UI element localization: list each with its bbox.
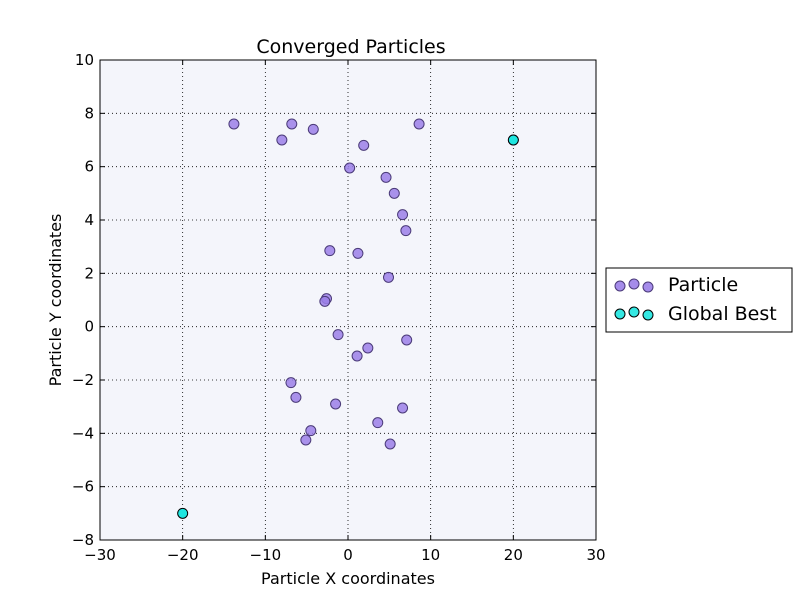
y-tick-label: 6 — [84, 158, 94, 176]
y-tick-label: −2 — [72, 371, 94, 389]
x-tick-label: −10 — [250, 546, 282, 564]
legend-markers — [614, 278, 654, 321]
particle-point — [344, 162, 356, 174]
legend-label-particle: Particle — [668, 274, 738, 296]
legend-box — [605, 267, 793, 333]
particle-point — [352, 247, 364, 259]
particle-point — [351, 350, 363, 362]
legend-marker-particle — [614, 280, 626, 292]
particle-point — [413, 118, 425, 130]
y-tick-label: −4 — [72, 424, 94, 442]
x-tick-label: 0 — [343, 546, 353, 564]
global-best-point — [507, 134, 519, 146]
legend: Particle Global Best — [605, 267, 793, 333]
y-tick-label: 2 — [84, 264, 94, 282]
particle-point — [285, 377, 297, 389]
particle-point — [324, 245, 336, 257]
particle-point — [400, 225, 412, 237]
particle-point — [330, 398, 342, 410]
y-tick-label: 10 — [75, 51, 94, 69]
legend-label-global-best: Global Best — [668, 303, 777, 325]
particle-point — [228, 118, 240, 130]
particle-point — [397, 209, 409, 221]
legend-marker-global-best — [642, 309, 654, 321]
particle-point — [319, 295, 331, 307]
particle-point — [388, 187, 400, 199]
x-tick-label: 30 — [586, 546, 605, 564]
particle-point — [380, 171, 392, 183]
y-axis-label: Particle Y coordinates — [46, 214, 65, 387]
particle-point — [383, 271, 395, 283]
particle-point — [372, 417, 384, 429]
particle-point — [305, 425, 317, 437]
y-tick-label: 0 — [84, 318, 94, 336]
x-tick-label: −30 — [84, 546, 116, 564]
legend-marker-global-best — [628, 306, 640, 318]
particle-point — [300, 434, 312, 446]
y-tick-label: 4 — [84, 211, 94, 229]
legend-marker-particle — [628, 278, 640, 290]
particle-point — [397, 402, 409, 414]
particle-point — [307, 123, 319, 135]
chart-title: Converged Particles — [256, 36, 445, 58]
particle-point — [362, 342, 374, 354]
x-tick-label: 20 — [504, 546, 523, 564]
particle-point — [286, 118, 298, 130]
particle-point — [290, 391, 302, 403]
data-points — [177, 118, 519, 519]
legend-marker-particle — [642, 281, 654, 293]
y-tick-label: −8 — [72, 531, 94, 549]
particle-point — [384, 438, 396, 450]
x-axis-label: Particle X coordinates — [261, 569, 435, 588]
global-best-point — [177, 507, 189, 519]
x-tick-label: 10 — [421, 546, 440, 564]
y-tick-label: 8 — [84, 104, 94, 122]
particle-point — [358, 139, 370, 151]
particle-point — [276, 134, 288, 146]
legend-marker-global-best — [614, 308, 626, 320]
particle-point — [401, 334, 413, 346]
particle-point — [332, 329, 344, 341]
y-tick-label: −6 — [72, 478, 94, 496]
x-tick-label: −20 — [167, 546, 199, 564]
